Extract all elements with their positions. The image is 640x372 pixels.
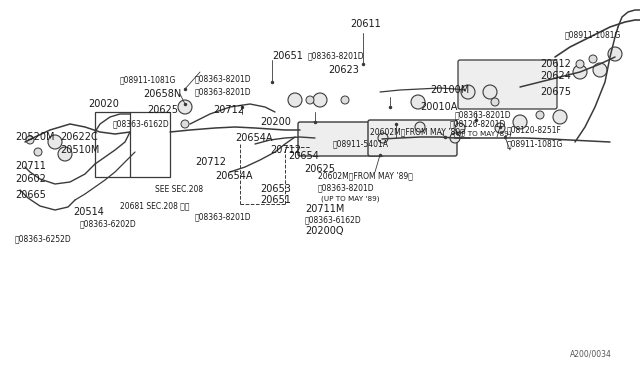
- Text: ⒲08363-6162D: ⒲08363-6162D: [113, 119, 170, 128]
- Text: 20665: 20665: [15, 190, 46, 200]
- Bar: [95, 112, 170, 177]
- Text: 20654A: 20654A: [235, 133, 273, 143]
- Text: ⒲08120-8251F: ⒲08120-8251F: [507, 125, 562, 135]
- Text: 20712: 20712: [195, 157, 226, 167]
- Circle shape: [411, 95, 425, 109]
- Circle shape: [34, 148, 42, 156]
- Text: 20010A: 20010A: [420, 102, 458, 112]
- Circle shape: [455, 123, 465, 133]
- Circle shape: [313, 93, 327, 107]
- Circle shape: [58, 147, 72, 161]
- Circle shape: [415, 122, 425, 132]
- Circle shape: [48, 135, 62, 149]
- Text: ⓝ08911-1081G: ⓝ08911-1081G: [565, 31, 621, 39]
- Text: Ⓢ08363-8201D: Ⓢ08363-8201D: [318, 183, 374, 192]
- Text: ⓝ08911-1081G: ⓝ08911-1081G: [507, 140, 563, 148]
- Text: ⒲08126-8201D: ⒲08126-8201D: [450, 119, 506, 128]
- Text: 20200: 20200: [260, 117, 291, 127]
- Text: 20712: 20712: [270, 145, 301, 155]
- Circle shape: [288, 93, 302, 107]
- Text: 20681 SEC.208 表示: 20681 SEC.208 表示: [120, 202, 189, 211]
- Text: 20622C: 20622C: [60, 132, 98, 142]
- Text: Ⓢ08363-8201D: Ⓢ08363-8201D: [195, 87, 252, 96]
- Text: 20711: 20711: [15, 161, 46, 171]
- Text: 20658N: 20658N: [143, 89, 181, 99]
- Text: 20611: 20611: [350, 19, 381, 29]
- Circle shape: [553, 110, 567, 124]
- Text: Ⓢ08363-8201D: Ⓢ08363-8201D: [308, 51, 365, 61]
- Text: SEE SEC.208: SEE SEC.208: [155, 185, 203, 193]
- Circle shape: [378, 133, 388, 143]
- Text: 20510M: 20510M: [60, 145, 99, 155]
- Text: 20602M〈FROM MAY ’89〉: 20602M〈FROM MAY ’89〉: [370, 128, 465, 137]
- Text: 20623: 20623: [328, 65, 359, 75]
- Text: 20200Q: 20200Q: [305, 226, 344, 236]
- Circle shape: [491, 98, 499, 106]
- Text: 20602: 20602: [15, 174, 46, 184]
- Circle shape: [608, 47, 622, 61]
- Text: 20712: 20712: [213, 105, 244, 115]
- Text: Ⓢ08363-8201D: Ⓢ08363-8201D: [195, 212, 252, 221]
- Circle shape: [589, 55, 597, 63]
- Text: Ⓢ08363-6202D: Ⓢ08363-6202D: [80, 219, 137, 228]
- Text: 20602M〈FROM MAY ’89〉: 20602M〈FROM MAY ’89〉: [318, 171, 413, 180]
- Text: 20625: 20625: [147, 105, 178, 115]
- Text: (UP TO MAY '89): (UP TO MAY '89): [453, 131, 511, 137]
- Text: 20651: 20651: [260, 195, 291, 205]
- Text: 20625: 20625: [304, 164, 335, 174]
- Circle shape: [513, 115, 527, 129]
- Text: 20520M: 20520M: [15, 132, 54, 142]
- Circle shape: [341, 96, 349, 104]
- Text: Ⓢ08363-6162D: Ⓢ08363-6162D: [305, 215, 362, 224]
- Text: ⓝ08911-5401A: ⓝ08911-5401A: [333, 140, 389, 148]
- Text: 20675: 20675: [540, 87, 571, 97]
- Text: 20654: 20654: [288, 151, 319, 161]
- Circle shape: [306, 96, 314, 104]
- Text: (UP TO MAY '89): (UP TO MAY '89): [321, 196, 380, 202]
- Circle shape: [593, 63, 607, 77]
- Text: ⓝ08911-1081G: ⓝ08911-1081G: [120, 76, 177, 84]
- Text: 20514: 20514: [73, 207, 104, 217]
- Text: 20100M: 20100M: [430, 85, 469, 95]
- Circle shape: [26, 136, 34, 144]
- Text: 20711M: 20711M: [305, 204, 344, 214]
- FancyBboxPatch shape: [368, 120, 457, 156]
- Circle shape: [483, 85, 497, 99]
- Circle shape: [450, 133, 460, 143]
- Circle shape: [536, 111, 544, 119]
- Text: Ⓢ08363-6252D: Ⓢ08363-6252D: [15, 234, 72, 244]
- FancyBboxPatch shape: [298, 122, 384, 156]
- Text: 20651: 20651: [272, 51, 303, 61]
- Circle shape: [573, 65, 587, 79]
- Text: 20624: 20624: [540, 71, 571, 81]
- Circle shape: [178, 100, 192, 114]
- Text: 20612: 20612: [540, 59, 571, 69]
- Circle shape: [181, 120, 189, 128]
- Text: Ⓢ08363-8201D: Ⓢ08363-8201D: [455, 110, 511, 119]
- Circle shape: [576, 60, 584, 68]
- Circle shape: [461, 85, 475, 99]
- Text: 20020: 20020: [88, 99, 119, 109]
- Text: Ⓢ08363-8201D: Ⓢ08363-8201D: [195, 74, 252, 83]
- FancyBboxPatch shape: [458, 60, 557, 109]
- Text: A200/0034: A200/0034: [570, 350, 612, 359]
- Circle shape: [495, 123, 505, 133]
- Text: 20653: 20653: [260, 184, 291, 194]
- Text: 20654A: 20654A: [215, 171, 253, 181]
